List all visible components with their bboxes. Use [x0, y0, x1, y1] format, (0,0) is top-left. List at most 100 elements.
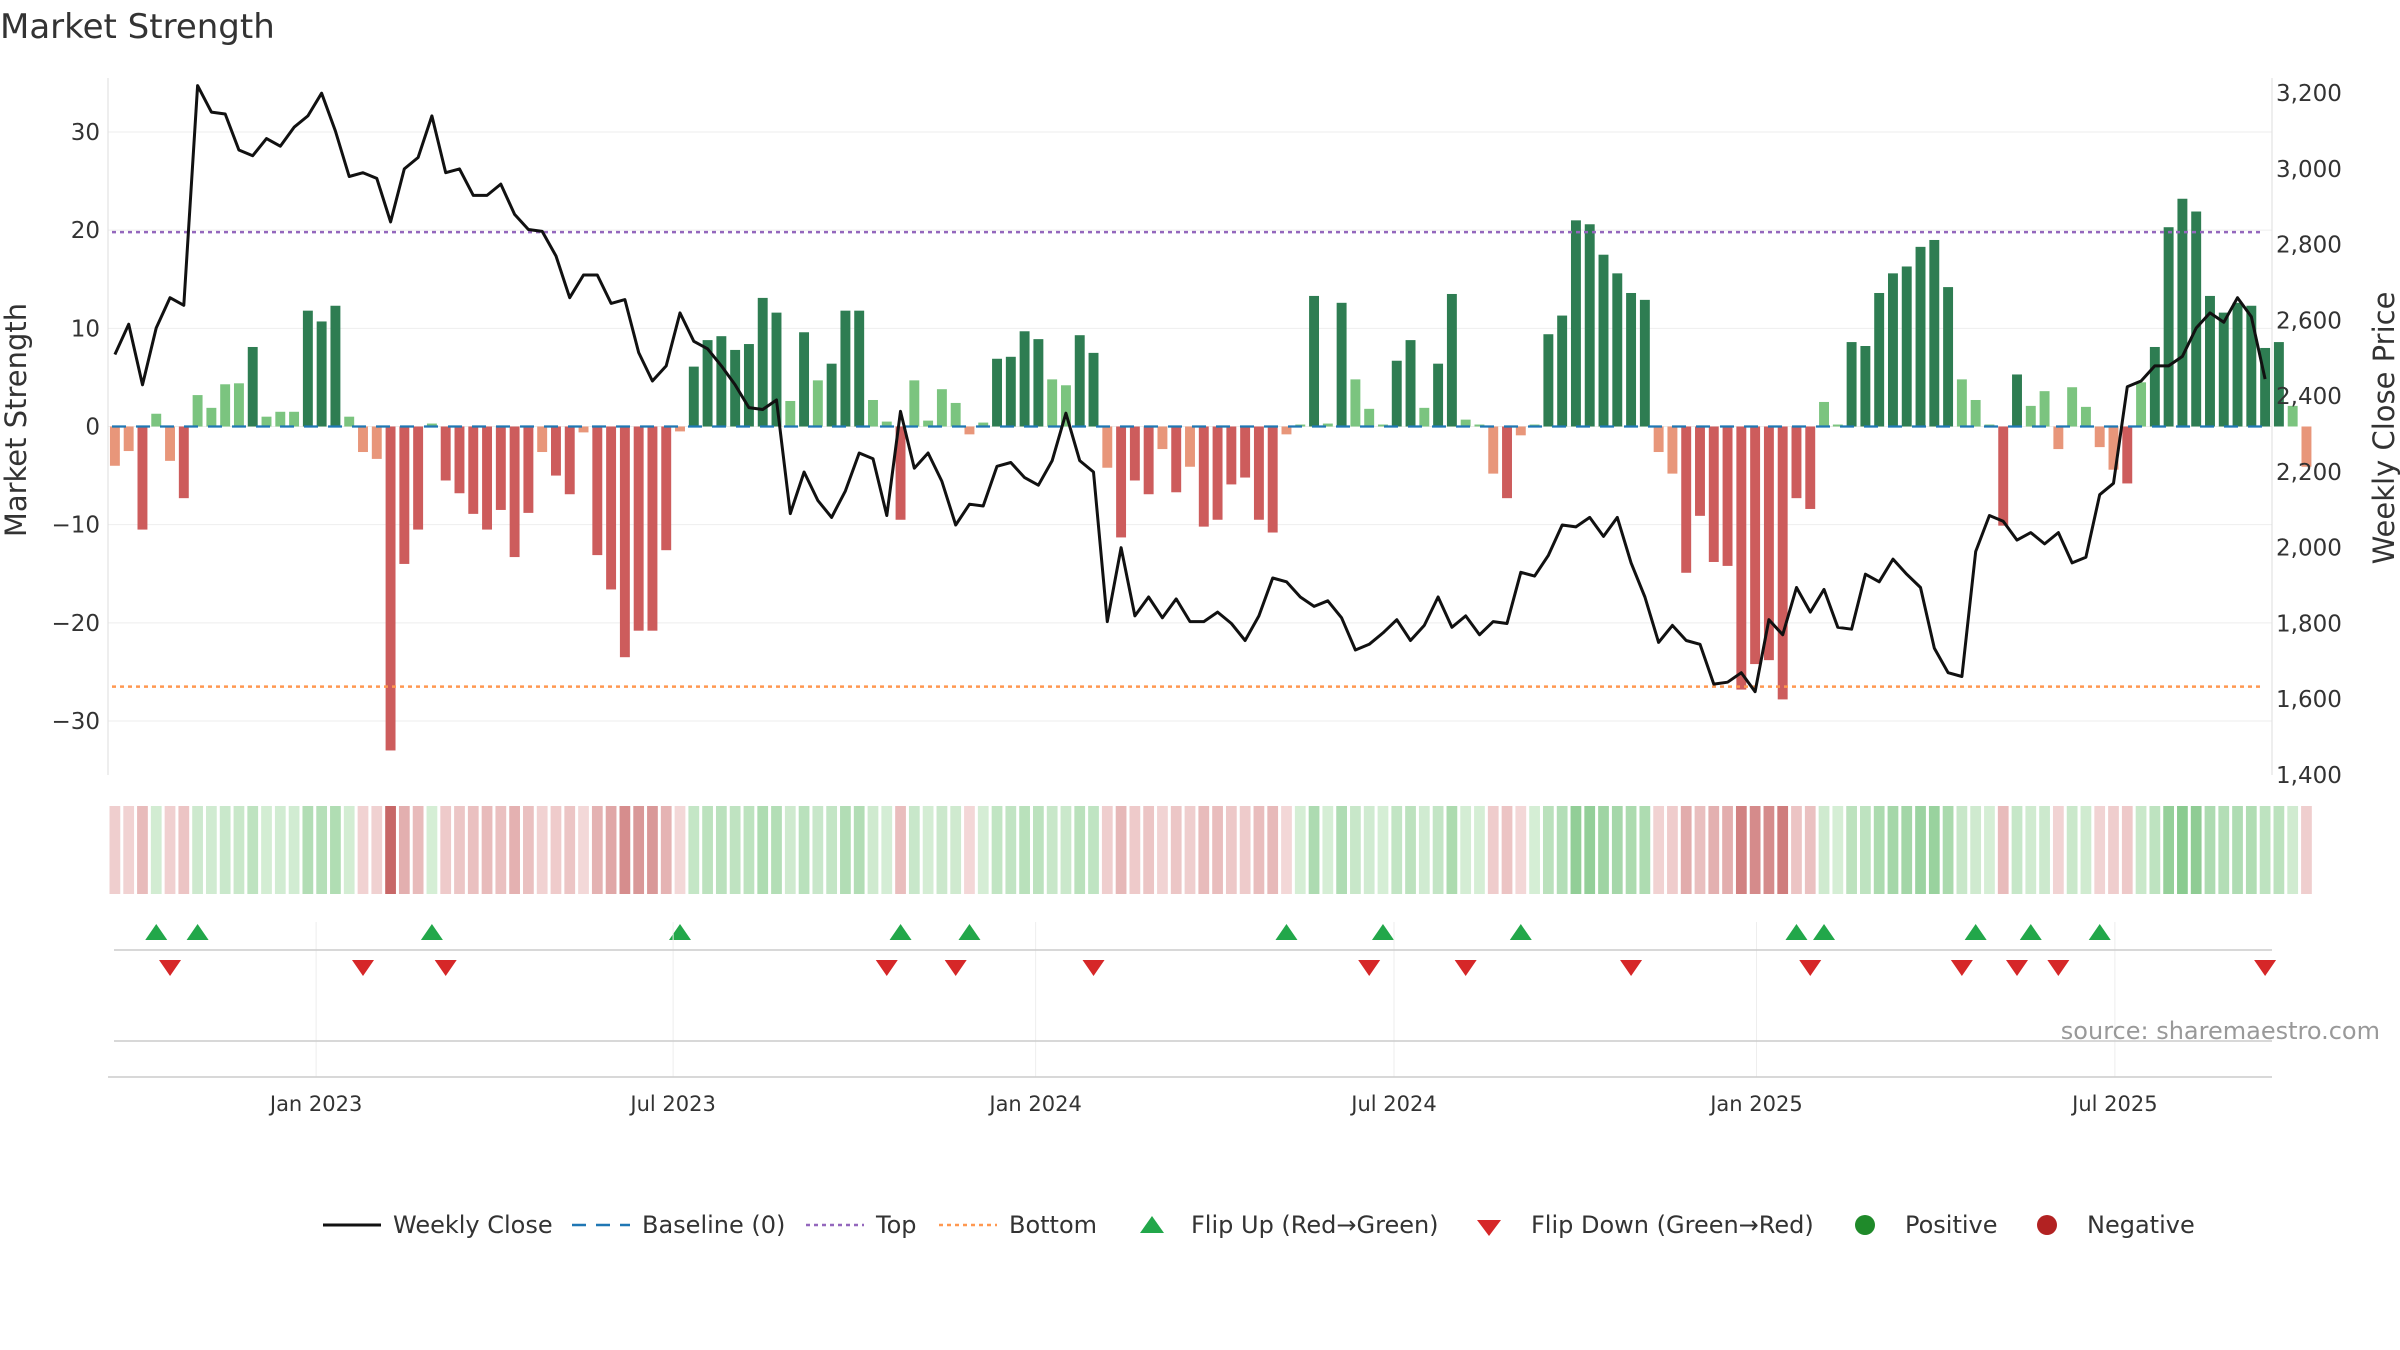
strength-bar — [578, 426, 589, 433]
strength-bar — [2205, 295, 2215, 427]
strength-bar — [1185, 426, 1195, 467]
strength-strip-cell — [1129, 806, 1141, 894]
strength-bar — [2273, 342, 2284, 427]
strength-strip-cell — [1046, 806, 1058, 894]
strength-bar — [785, 400, 796, 427]
strength-strip-cell — [330, 806, 341, 894]
flip-up-marker — [669, 924, 692, 940]
strength-bar — [440, 426, 451, 481]
strength-strip-cell — [137, 806, 148, 894]
strength-bar — [1612, 273, 1623, 427]
strength-strip-cell — [702, 806, 713, 894]
strength-strip-cell — [1722, 806, 1733, 894]
strength-bar — [799, 332, 810, 427]
flip-up-marker — [1509, 924, 1532, 940]
legend-weekly-close-label: Weekly Close — [393, 1211, 553, 1239]
strength-strip-cell — [109, 806, 121, 894]
flip-down-marker — [2006, 960, 2029, 976]
threshold-lines — [112, 230, 2264, 688]
price-line-layer — [113, 84, 2267, 694]
strength-bar — [1626, 292, 1637, 427]
strength-bar — [1446, 293, 1457, 427]
flip-up-marker — [889, 924, 912, 940]
strength-strip-cell — [1405, 806, 1416, 894]
strength-bar — [1502, 426, 1512, 499]
legend-positive: Positive — [1855, 1211, 1998, 1239]
strength-strip-cell — [784, 806, 796, 894]
strength-bar — [2053, 426, 2064, 450]
flip-down-marker — [1620, 960, 1643, 976]
strength-strip-cell — [1019, 806, 1030, 894]
flip-up-marker — [1964, 924, 1987, 940]
strength-strip-cell — [1418, 806, 1430, 894]
legend-negative-swatch — [2037, 1215, 2057, 1235]
left-tick-label: 30 — [71, 120, 100, 146]
strength-strip-cell — [660, 806, 672, 894]
flip-down-marker — [1950, 960, 1973, 976]
flip-down-marker — [2047, 960, 2070, 976]
left-tick-label: 20 — [71, 218, 100, 244]
strength-strip-cell — [1984, 806, 1995, 894]
strength-strip-cell — [1860, 806, 1871, 894]
flip-down-marker — [2254, 960, 2277, 976]
strength-bar — [233, 383, 244, 427]
strength-bar — [1460, 419, 1471, 427]
strength-bar — [289, 411, 300, 427]
x-tick-label: Jul 2025 — [2070, 1092, 2157, 1116]
strength-strip-cell — [412, 806, 424, 894]
strength-strip-cell — [1308, 806, 1320, 894]
strength-strip-cell — [1942, 806, 1954, 894]
strength-bar — [344, 416, 355, 427]
strength-strip-cell — [964, 806, 975, 894]
strength-strip-cell — [591, 806, 603, 894]
strength-bar — [1584, 224, 1595, 427]
strength-strip-cell — [977, 806, 989, 894]
strength-strip-cell — [2011, 806, 2023, 894]
strength-bar — [1667, 426, 1678, 474]
flip-markers — [145, 924, 2277, 976]
strength-heat-strip — [109, 806, 2312, 894]
strength-bar — [633, 426, 644, 631]
strength-strip-cell — [812, 806, 824, 894]
strength-strip-cell — [2066, 806, 2078, 894]
strength-bar — [2039, 391, 2050, 427]
legend-negative: Negative — [2037, 1211, 2195, 1239]
strength-bar — [1060, 385, 1071, 427]
strength-bar — [399, 426, 410, 564]
strength-strip-cell — [1708, 806, 1720, 894]
strength-bar — [371, 426, 382, 459]
strength-bar — [509, 426, 520, 558]
strength-strip-cell — [1970, 806, 1982, 894]
legend-top: Top — [806, 1211, 917, 1239]
strength-bar — [482, 426, 493, 530]
strength-bar — [1846, 342, 1857, 427]
strength-bar — [151, 413, 162, 427]
strength-bar — [1639, 299, 1650, 427]
legend-positive-swatch — [1855, 1215, 1875, 1235]
strength-strip-cell — [1170, 806, 1182, 894]
strength-strip-cell — [523, 806, 534, 894]
legend: Weekly Close Baseline (0) Top Bottom Flip Up… — [323, 1211, 2195, 1239]
strength-bar — [454, 426, 465, 494]
strength-bar — [771, 312, 782, 427]
strength-bar — [1433, 363, 1444, 427]
strength-bar — [1047, 379, 1058, 427]
strength-bar — [1171, 426, 1182, 493]
strength-strip-cell — [674, 806, 686, 894]
flip-up-marker — [1813, 924, 1836, 940]
strength-bar — [275, 411, 286, 427]
legend-flip-up: Flip Up (Red→Green) — [1140, 1211, 1439, 1239]
flip-up-marker — [1785, 924, 1808, 940]
x-tick-label: Jan 2023 — [268, 1092, 363, 1116]
strength-strip-cell — [1474, 806, 1485, 894]
strength-strip-cell — [426, 806, 438, 894]
strength-bar — [2218, 312, 2229, 427]
strength-strip-cell — [343, 806, 355, 894]
strength-strip-cell — [1101, 806, 1113, 894]
strength-bar — [330, 305, 341, 427]
left-tick-label: −20 — [51, 611, 100, 637]
strength-bar — [1515, 426, 1526, 436]
legend-flip-up-label: Flip Up (Red→Green) — [1191, 1211, 1439, 1239]
strength-bar — [1695, 426, 1705, 516]
strength-strip-cell — [1749, 806, 1761, 894]
